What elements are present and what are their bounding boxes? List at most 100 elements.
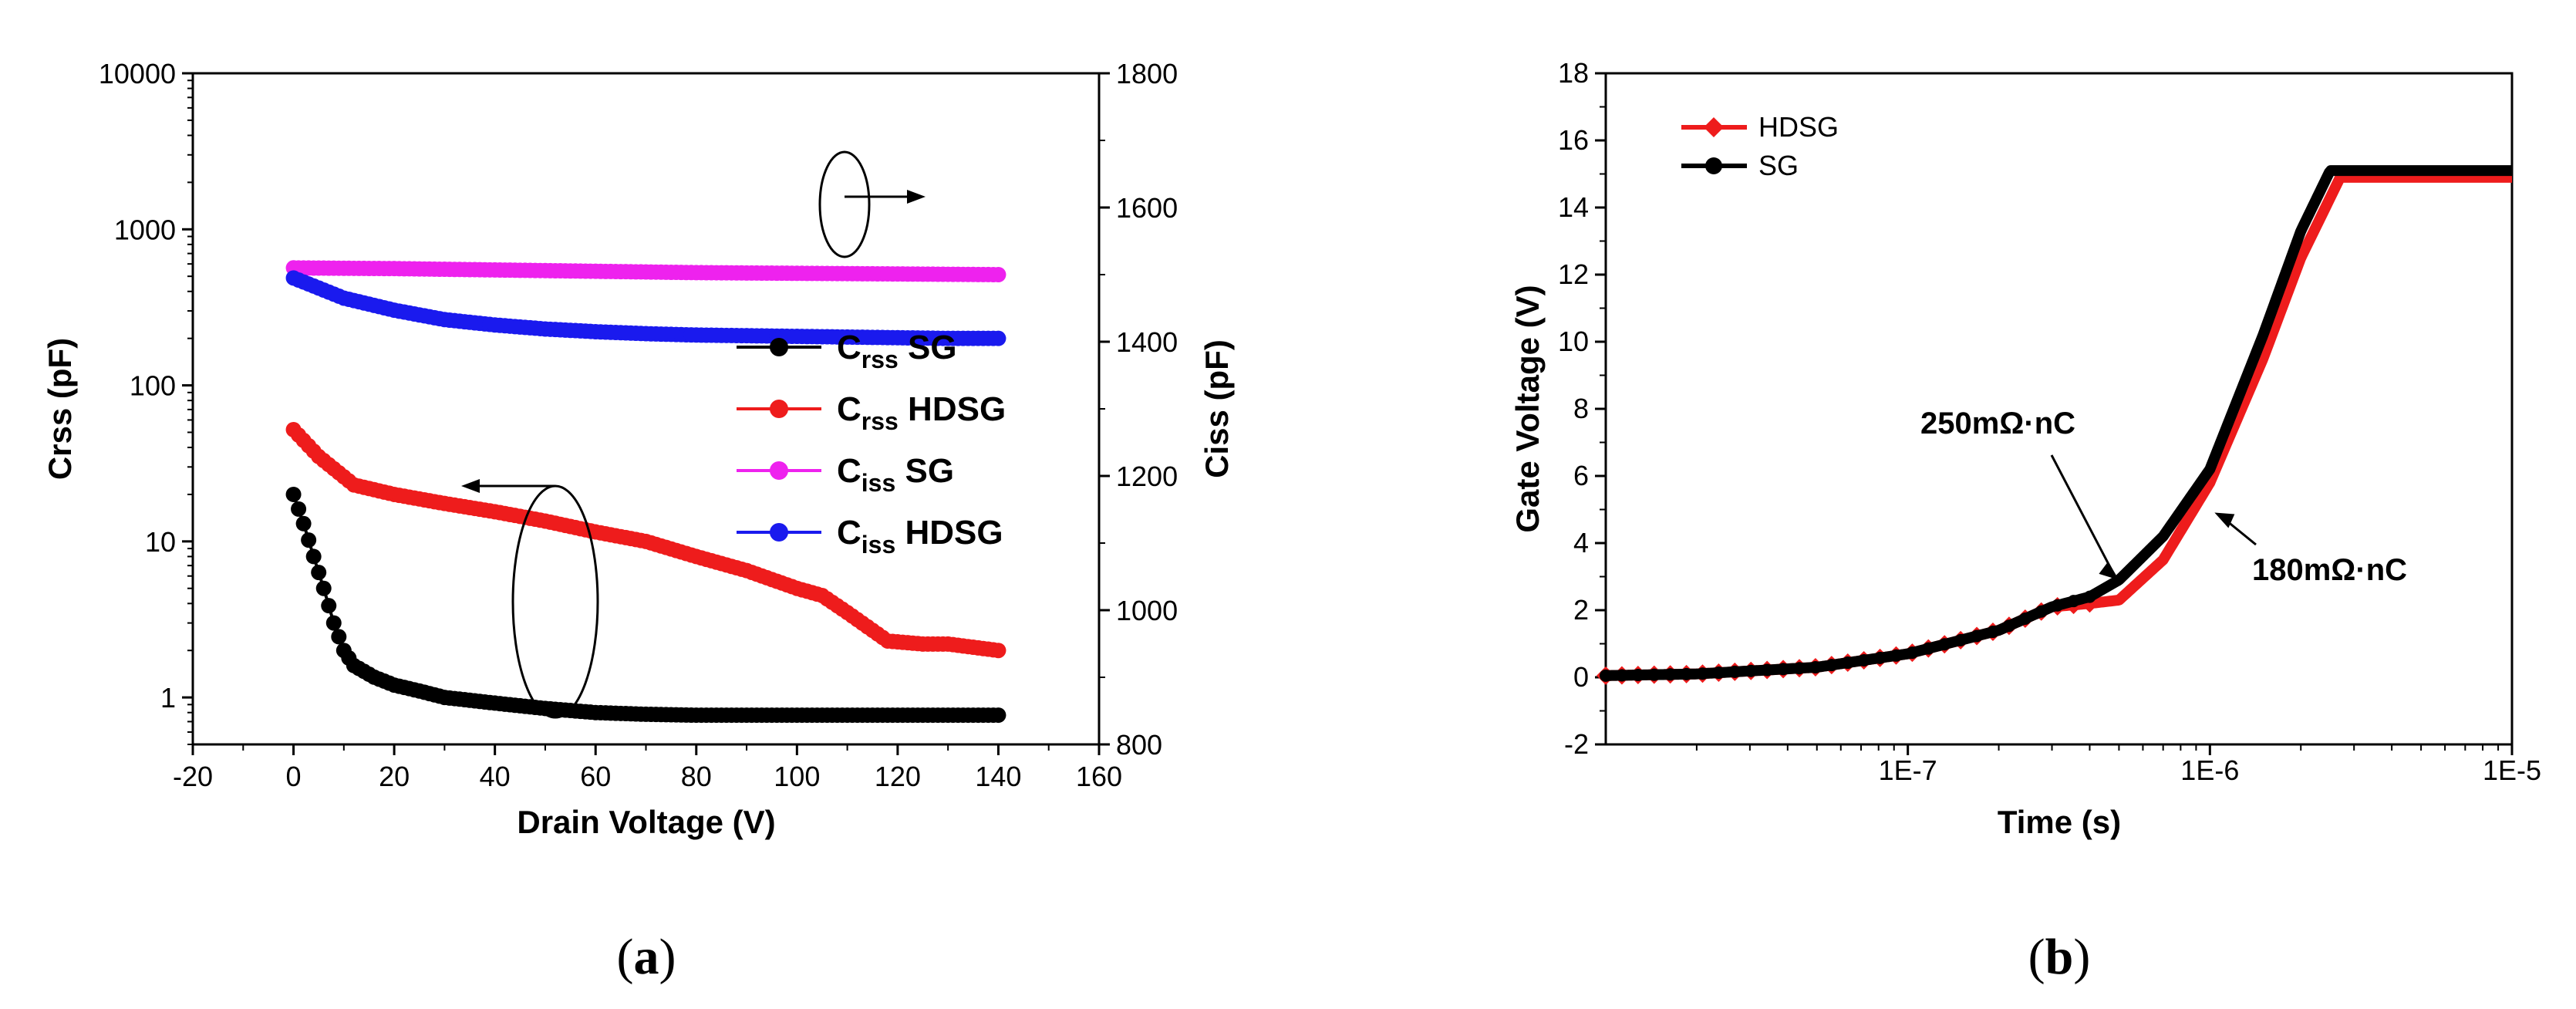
data-point — [2002, 619, 2015, 633]
x-tick-label: 20 — [379, 761, 410, 792]
panel-b-series — [1597, 165, 2517, 685]
data-point — [1728, 665, 1741, 678]
data-point — [295, 515, 312, 531]
series-crss-sg — [285, 486, 1006, 724]
y-right-tick-label: 1600 — [1116, 192, 1178, 224]
panel-a-x-ticks: -20 0 20 40 60 80 100 120 140 160 — [173, 744, 1122, 792]
data-point — [1954, 633, 1967, 646]
data-point — [2083, 590, 2096, 603]
legend-marker — [1704, 117, 1724, 137]
data-point — [1647, 668, 1661, 681]
data-point — [990, 330, 1006, 346]
legend-item: Ciss SG — [737, 452, 954, 497]
annotation-sg: 250mΩ·nC — [1920, 407, 2119, 580]
data-point — [2035, 605, 2048, 618]
y-left-tick-label: 10 — [145, 526, 176, 558]
panel-b-x-axis-label: Time (s) — [1998, 804, 2121, 840]
panel-b-y-axis-label: Gate Voltage (V) — [1509, 285, 1546, 532]
y-left-tick-label: 100 — [130, 370, 176, 402]
y-tick-label: 0 — [1573, 661, 1589, 693]
data-point — [1857, 653, 1870, 666]
data-point — [1761, 663, 1774, 677]
y-right-tick-label: 1800 — [1116, 58, 1178, 89]
x-tick-label: 100 — [774, 761, 820, 792]
y-tick-label: 18 — [1558, 57, 1589, 89]
panel-a-y-axis-label-right: Ciss (pF) — [1199, 339, 1235, 478]
data-point — [291, 501, 307, 517]
panel-a-y-axis-label-left: Crss (pF) — [42, 338, 78, 480]
annotation-label: 180mΩ·nC — [2252, 553, 2407, 587]
y-left-tick-label: 1000 — [114, 214, 176, 245]
data-point — [1938, 638, 1951, 651]
data-point — [1792, 662, 1806, 675]
series-ciss-sg — [285, 260, 1006, 282]
data-point — [1841, 656, 1854, 670]
data-point — [1696, 667, 1709, 680]
data-point — [1777, 663, 1790, 676]
legend-label: SG — [1758, 150, 1799, 181]
y-tick-label: 10 — [1558, 326, 1589, 357]
data-point — [331, 629, 347, 645]
y-tick-label: 4 — [1573, 527, 1589, 558]
panel-b-chart: 1E-7 1E-6 1E-5 -2 0 2 4 6 8 10 12 14 16 18 HDSG SG 25… — [1509, 57, 2541, 985]
y-tick-label: -2 — [1564, 728, 1589, 760]
data-point — [2051, 599, 2064, 612]
data-point — [1890, 649, 1903, 662]
data-point — [1971, 629, 1984, 643]
panel-a-annotation-right-axis — [818, 150, 926, 258]
legend-marker — [1705, 157, 1722, 174]
series-ciss-hdsg — [285, 270, 1006, 346]
x-tick-label: 60 — [580, 761, 611, 792]
data-point — [325, 615, 342, 631]
data-point — [990, 267, 1006, 282]
data-point — [321, 598, 337, 614]
panel-a-legend: Crss SG Crss HDSG Ciss SG Ciss HDSG — [737, 329, 1006, 558]
legend-label: HDSG — [1758, 111, 1839, 143]
legend-item: Crss HDSG — [737, 390, 1006, 435]
y-right-tick-label: 1000 — [1116, 595, 1178, 626]
y-left-tick-label: 1 — [160, 682, 176, 714]
data-point — [2018, 612, 2031, 625]
y-right-tick-label: 1200 — [1116, 461, 1178, 492]
panel-a-annotation-left-axis — [461, 479, 599, 719]
panel-b-annotations: 250mΩ·nC 180mΩ·nC — [1920, 407, 2407, 587]
annotation-arrowhead — [2099, 561, 2119, 580]
data-point — [1873, 651, 1886, 664]
x-tick-label: 0 — [286, 761, 302, 792]
legend-label: Crss SG — [837, 329, 957, 373]
legend-item: SG — [1681, 150, 1799, 181]
panel-b-letter: b — [2045, 929, 2074, 985]
x-tick-label: 1E-5 — [2483, 754, 2541, 786]
y-right-tick-label: 800 — [1116, 729, 1162, 761]
data-point — [1600, 669, 1612, 682]
legend-marker — [770, 523, 788, 542]
data-point — [1986, 626, 1999, 639]
y-tick-label: 16 — [1558, 124, 1589, 156]
x-tick-label: 140 — [975, 761, 1021, 792]
data-point — [285, 486, 302, 502]
panel-b-x-ticks: 1E-7 1E-6 1E-5 — [1695, 744, 2541, 786]
data-point — [311, 565, 327, 581]
panel-b-y-ticks: -2 0 2 4 6 8 10 12 14 16 18 — [1558, 57, 1606, 760]
data-point — [1825, 659, 1838, 672]
data-point — [1745, 664, 1758, 677]
data-point — [301, 532, 317, 548]
data-point — [1615, 669, 1628, 682]
data-point — [1922, 642, 1935, 655]
x-tick-label: 160 — [1076, 761, 1122, 792]
panel-b-label: (b) — [2028, 929, 2091, 985]
panel-b-legend: HDSG SG — [1681, 111, 1839, 181]
data-point — [315, 580, 332, 596]
annotation-arrowhead — [2214, 512, 2235, 528]
data-point — [2067, 595, 2080, 608]
data-point — [990, 707, 1006, 724]
series-crss-hdsg — [285, 422, 1006, 659]
annotation-hdsg: 180mΩ·nC — [2214, 512, 2407, 587]
legend-label: Ciss HDSG — [837, 514, 1003, 558]
legend-item: Ciss HDSG — [737, 514, 1003, 558]
panel-a-letter: a — [634, 929, 659, 985]
legend-item: Crss SG — [737, 329, 957, 373]
x-tick-label: -20 — [173, 761, 213, 792]
data-point — [1664, 668, 1677, 681]
